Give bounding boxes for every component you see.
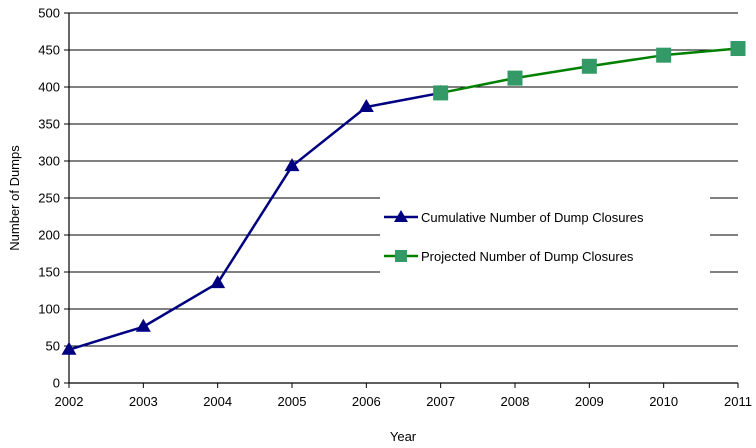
- y-tick-label-0: 0: [53, 376, 60, 391]
- y-tick-label-400: 400: [38, 80, 60, 95]
- legend-item-cumulative: Cumulative Number of Dump Closures: [384, 210, 644, 225]
- legend-label-projected: Projected Number of Dump Closures: [421, 249, 634, 264]
- data-point-2010-series-1: [656, 47, 672, 63]
- x-tick-label-2006: 2006: [352, 394, 381, 409]
- data-point-2011-series-1: [730, 41, 746, 57]
- y-axis-ticks: 0 50 100 150 200 250 300 350 400 450 500: [38, 6, 69, 391]
- y-tick-label-500: 500: [38, 6, 60, 21]
- legend-item-projected: Projected Number of Dump Closures: [384, 249, 634, 264]
- x-tick-label-2010: 2010: [649, 394, 678, 409]
- x-tick-label-2005: 2005: [278, 394, 307, 409]
- y-tick-label-100: 100: [38, 302, 60, 317]
- x-tick-label-2003: 2003: [129, 394, 158, 409]
- gridlines: [69, 12, 738, 347]
- y-tick-label-300: 300: [38, 154, 60, 169]
- x-tick-label-2002: 2002: [55, 394, 84, 409]
- data-point-2007-series-1: [433, 85, 449, 101]
- x-tick-label-2009: 2009: [575, 394, 604, 409]
- legend-label-cumulative: Cumulative Number of Dump Closures: [421, 210, 644, 225]
- series-line-0: [68, 91, 441, 351]
- data-point-2009-series-1: [581, 58, 597, 74]
- y-tick-label-350: 350: [38, 117, 60, 132]
- legend-triangle-marker: [394, 210, 408, 222]
- data-point-2003-series-0: [135, 318, 151, 332]
- y-axis-title: Number of Dumps: [7, 145, 22, 251]
- y-tick-label-450: 450: [38, 43, 60, 58]
- y-tick-label-50: 50: [46, 339, 60, 354]
- x-tick-label-2004: 2004: [203, 394, 232, 409]
- data-point-2005-series-0: [284, 158, 300, 172]
- x-axis-title: Year: [390, 429, 417, 444]
- data-point-2008-series-1: [507, 70, 523, 86]
- y-tick-label-200: 200: [38, 228, 60, 243]
- x-axis-ticks: 2002 2003 2004 2005 2006 2007 2008 2009 2010 2011: [55, 383, 752, 409]
- series-group: [61, 41, 746, 355]
- x-tick-label-2007: 2007: [426, 394, 455, 409]
- legend: Cumulative Number of Dump Closures Proje…: [380, 197, 710, 275]
- x-tick-label-2008: 2008: [501, 394, 530, 409]
- y-tick-label-250: 250: [38, 191, 60, 206]
- y-tick-label-150: 150: [38, 265, 60, 280]
- data-point-2006-series-0: [358, 98, 374, 112]
- x-tick-label-2011: 2011: [724, 394, 752, 409]
- data-point-2004-series-0: [210, 275, 226, 289]
- data-point-2002-series-0: [61, 341, 77, 355]
- legend-background: [380, 197, 710, 275]
- legend-square-marker: [395, 250, 407, 262]
